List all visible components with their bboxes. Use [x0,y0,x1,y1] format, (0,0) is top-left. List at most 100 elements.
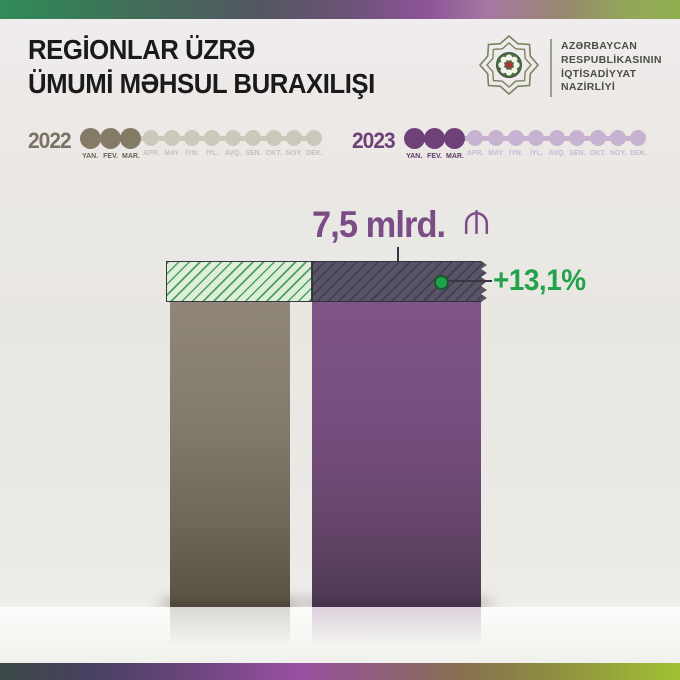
month-label: İYN. [509,150,523,157]
timeline-2022: 2022 YAN. FEV. MAR. APR. MAY İYN. İYL. AVQ. SEN.… [28,127,325,160]
month-dot [569,130,586,146]
month-dot [424,127,446,149]
manat-sign-icon [460,206,493,244]
month-label: APR. [142,150,160,157]
month-dot [245,130,262,146]
month-column: İYN. [182,127,202,160]
title-line-1: REGİONLAR ÜZRƏ [28,34,255,65]
month-label: AVQ. [224,150,242,157]
month-dot [444,127,466,149]
month-label: MAR. [121,152,140,160]
growth-marker-dot [434,275,449,290]
month-label: AVQ. [548,150,566,157]
year-label-2023: 2023 [352,128,396,153]
top-gradient-bar [0,0,680,19]
month-dot [224,130,241,146]
month-label: NOY. [285,150,303,157]
month-column: YAN. [79,127,101,160]
dots-connector-line [87,136,317,141]
month-column: DEK. [304,127,324,160]
month-label: DEK. [306,150,323,157]
month-dot [286,130,303,146]
month-column: OKT. [263,127,283,160]
month-label: FEV. [427,152,442,160]
bottom-gradient-bar [0,663,680,680]
month-label: MAR. [445,152,464,160]
month-dot [265,130,282,146]
month-label: MAY [488,150,504,157]
month-label: YAN. [82,152,99,160]
month-dot [163,130,180,146]
month-column: MAR. [444,127,466,160]
month-dot [548,130,565,146]
month-column: DEK. [628,127,648,160]
month-column: İYL. [202,127,222,160]
month-column: MAY [162,127,182,160]
month-column: APR. [141,127,161,160]
ministry-logo: AZƏRBAYCAN RESPUBLİKASININ İQTİSADİYYAT … [477,33,662,102]
value-annotation: 7,5 mlrd. [280,204,520,246]
ministry-line: RESPUBLİKASININ [561,53,662,66]
floor [0,607,680,663]
month-label: NOY. [609,150,627,157]
ministry-line: İQTİSADİYYAT [561,67,637,80]
month-label: İYL. [530,150,543,157]
month-label: OKT. [589,150,606,157]
month-dot [467,130,484,146]
month-dot [306,130,323,146]
bar-2023 [312,302,481,608]
ministry-line: AZƏRBAYCAN [561,40,638,53]
dots-connector-line [411,136,641,141]
value-label: 7,5 mlrd. [312,204,446,245]
month-dot [184,130,201,146]
month-label: SEN. [569,150,586,157]
month-dot [79,127,101,149]
bar-2023-reflection [312,607,481,653]
month-label: İYN. [185,150,199,157]
gap-strip-hatched-green [166,261,312,302]
month-column: NOY. [284,127,304,160]
ministry-line: NAZİRLİYİ [561,81,616,94]
month-column: OKT. [587,127,607,160]
month-column: FEV. [100,127,122,160]
month-label: APR. [466,150,484,157]
growth-connector-line [447,280,492,282]
month-column: SEN. [567,127,587,160]
month-dot [143,130,160,146]
month-column: AVQ. [223,127,243,160]
month-column: NOY. [608,127,628,160]
page-title: REGİONLAR ÜZRƏ ÜMUMİ MƏHSUL BURAXILIŞI [28,33,375,100]
month-dot [589,130,606,146]
month-label: MAY [164,150,180,157]
month-dot [403,127,425,149]
month-label: DEK. [630,150,647,157]
month-column: SEN. [243,127,263,160]
month-dot [630,130,647,146]
month-label: FEV. [103,152,118,160]
month-label: İYL. [206,150,219,157]
month-column: MAR. [120,127,142,160]
year-label-2022: 2022 [28,128,72,153]
month-label: OKT. [265,150,282,157]
value-connector-line [397,247,399,261]
month-dots: YAN. FEV. MAR. APR. MAY İYN. İYL. AVQ. SEN. OKT. N… [403,127,649,160]
month-column: FEV. [424,127,446,160]
month-dot [508,130,525,146]
month-column: YAN. [403,127,425,160]
month-dot [120,127,142,149]
month-label: SEN. [245,150,262,157]
month-label: YAN. [406,152,423,160]
title-line-2: ÜMUMİ MƏHSUL BURAXILIŞI [28,67,375,99]
month-dot [204,130,221,146]
timeline-2023: 2023 YAN. FEV. MAR. APR. MAY İYN. İYL. AVQ. SEN.… [352,127,649,160]
month-dot [610,130,627,146]
month-column: İYN. [506,127,526,160]
ministry-emblem-icon [477,33,541,102]
month-column: MAY [486,127,506,160]
month-dot [487,130,504,146]
month-column: AVQ. [547,127,567,160]
growth-percentage: +13,1% [493,264,586,297]
bar-2022 [170,302,290,608]
month-dots: YAN. FEV. MAR. APR. MAY İYN. İYL. AVQ. SEN. OKT. N… [79,127,325,160]
